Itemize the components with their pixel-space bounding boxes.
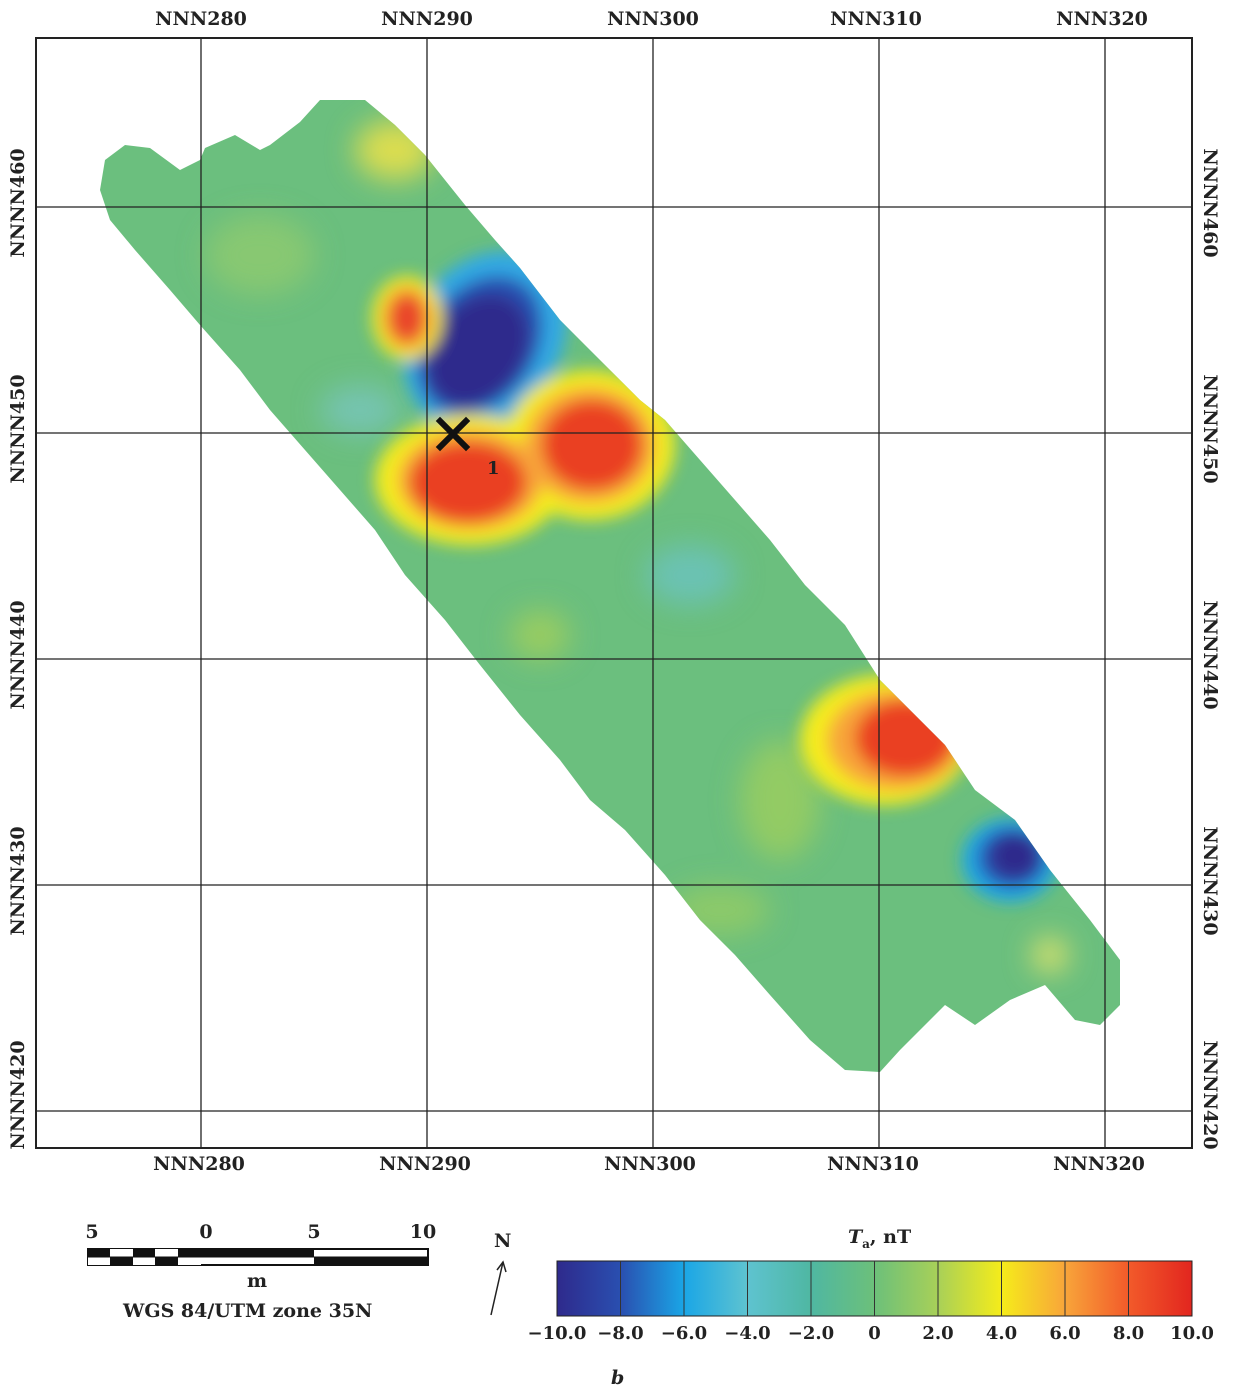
x-label-top: NNN320: [1056, 8, 1148, 30]
survey-area: [100, 100, 1120, 1072]
y-label-right: NNNN430: [1199, 826, 1221, 936]
scale-tick: 5: [307, 1221, 321, 1243]
scale-bar: [87, 1248, 429, 1266]
scale-tick: 10: [409, 1221, 437, 1243]
map-frame: [35, 37, 1193, 1149]
colorbar-title-unit: , nT: [869, 1226, 912, 1248]
x-label-bottom: NNN280: [153, 1153, 245, 1175]
colorbar-tick-label: −6.0: [660, 1323, 708, 1344]
colorbar-tick-label: 0: [868, 1323, 881, 1344]
x-label-top: NNN310: [830, 8, 922, 30]
marker-x-icon: [435, 416, 471, 452]
x-label-bottom: NNN290: [379, 1153, 471, 1175]
colorbar-tick-label: −10.0: [527, 1323, 587, 1344]
colorbar-tick-label: −2.0: [787, 1323, 835, 1344]
colorbar-title-subscript: a: [862, 1236, 870, 1251]
colorbar: [556, 1260, 1193, 1317]
y-label-left: NNNN450: [7, 374, 29, 484]
scale-tick: 5: [85, 1221, 99, 1243]
x-label-bottom: NNN300: [604, 1153, 696, 1175]
y-label-right: NNNN460: [1199, 148, 1221, 258]
y-label-left: NNNN460: [7, 148, 29, 258]
colorbar-tick-label: 2.0: [922, 1323, 954, 1344]
y-label-left: NNNN420: [7, 1040, 29, 1150]
colorbar-tick-label: 6.0: [1049, 1323, 1081, 1344]
north-arrow-icon: [490, 1260, 507, 1316]
y-label-left: NNNN440: [7, 600, 29, 710]
colorbar-tick-label: 4.0: [985, 1323, 1018, 1344]
colorbar-tick-label: 8.0: [1112, 1323, 1145, 1344]
north-label: N: [494, 1230, 512, 1252]
projection-label: WGS 84/UTM zone 35N: [123, 1300, 373, 1322]
y-label-right: NNNN420: [1199, 1040, 1221, 1150]
x-label-top: NNN280: [155, 8, 247, 30]
y-label-right: NNNN450: [1199, 374, 1221, 484]
grid-lines: [36, 38, 1192, 1148]
colorbar-tick-label: −8.0: [597, 1323, 644, 1344]
colorbar-tick-label: 10.0: [1170, 1323, 1214, 1344]
marker-label: 1: [487, 458, 500, 479]
panel-label: b: [611, 1367, 625, 1389]
y-label-left: NNNN430: [7, 826, 29, 936]
colorbar-title: Ta, nT: [848, 1226, 911, 1251]
y-label-right: NNNN440: [1199, 600, 1221, 710]
scale-tick: 0: [199, 1221, 213, 1243]
scale-unit: m: [246, 1270, 268, 1292]
x-label-top: NNN300: [607, 8, 699, 30]
colorbar-tick-label: −4.0: [724, 1323, 771, 1344]
x-label-top: NNN290: [381, 8, 473, 30]
x-label-bottom: NNN310: [827, 1153, 919, 1175]
colorbar-title-symbol: T: [848, 1226, 863, 1248]
x-label-bottom: NNN320: [1053, 1153, 1145, 1175]
